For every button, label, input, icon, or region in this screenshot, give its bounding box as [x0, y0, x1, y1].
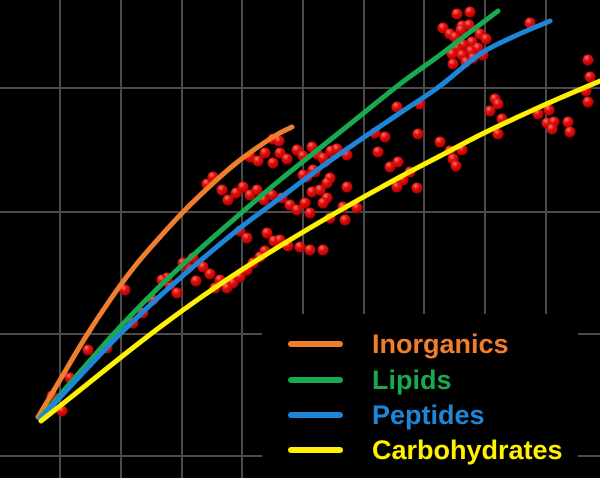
legend-swatch-peptides [288, 412, 343, 418]
legend-item-inorganics: Inorganics [262, 330, 509, 358]
legend-swatch-inorganics [288, 341, 343, 347]
legend-label-inorganics: Inorganics [372, 329, 509, 359]
legend-label-carbohydrates: Carbohydrates [372, 435, 563, 465]
legend-item-peptides: Peptides [262, 401, 485, 429]
legend-swatch-lipids [288, 377, 343, 383]
legend-item-carbohydrates: Carbohydrates [262, 436, 563, 464]
legend-label-lipids: Lipids [372, 365, 452, 395]
legend-label-peptides: Peptides [372, 400, 485, 430]
legend: Inorganics Lipids Peptides Carbohydrates [262, 314, 578, 478]
legend-swatch-carbohydrates [288, 447, 343, 453]
legend-item-lipids: Lipids [262, 366, 452, 394]
